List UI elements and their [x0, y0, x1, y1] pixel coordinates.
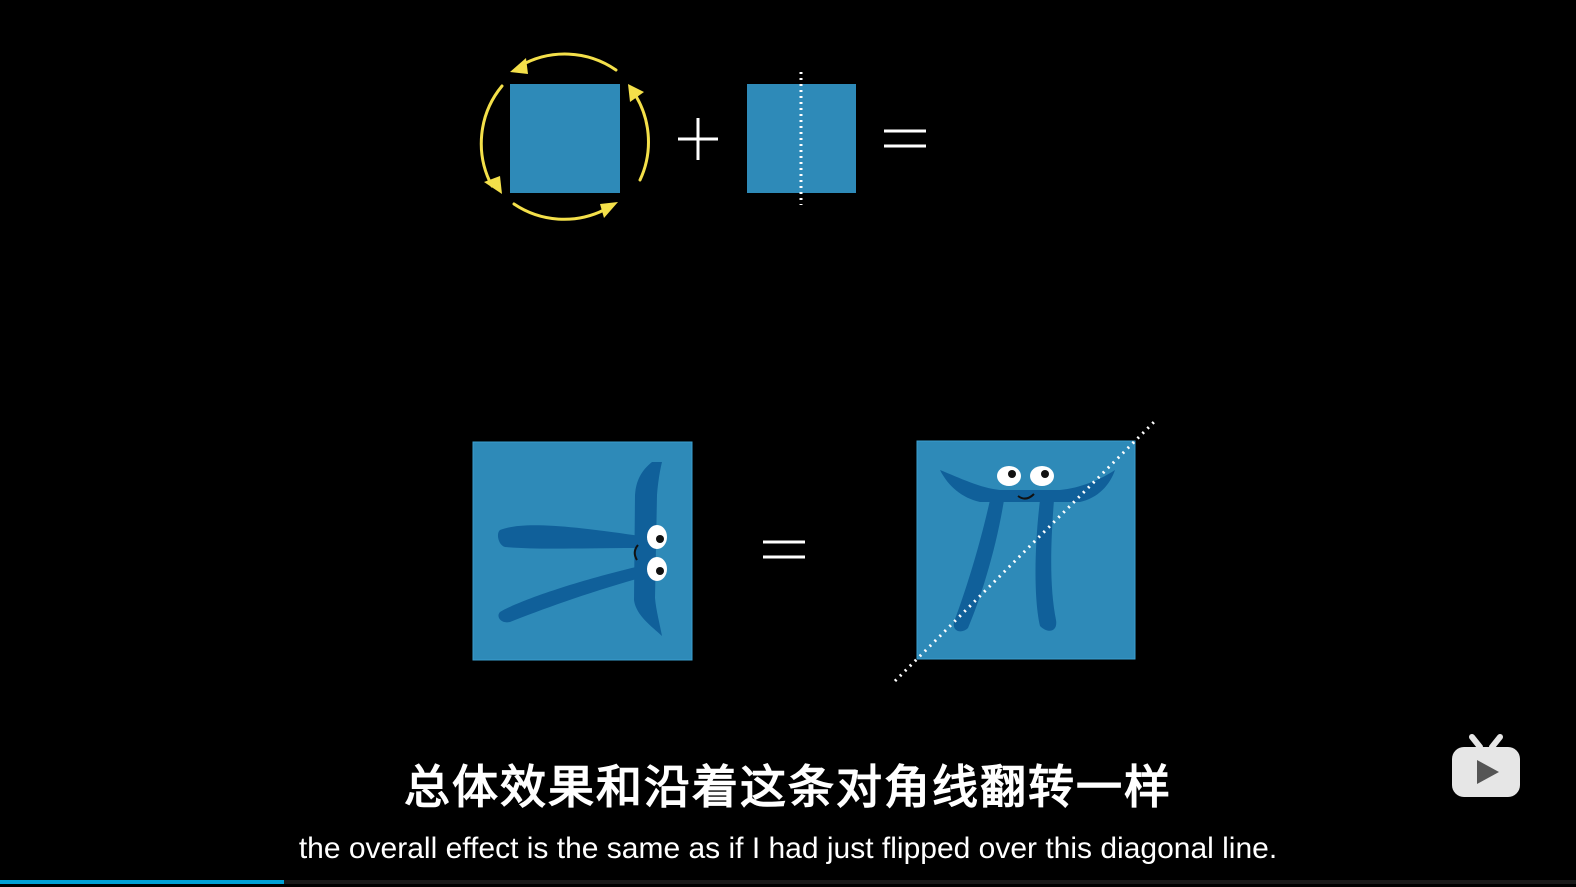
video-progress-fill — [0, 880, 284, 884]
rotate-arrows-icon — [479, 52, 650, 221]
flipped-square-group — [747, 72, 856, 205]
equals-sign-top — [884, 129, 926, 148]
video-progress-bar[interactable] — [0, 880, 1576, 884]
diagonal-dotted-line — [893, 417, 1159, 683]
pi-character-rotated — [497, 462, 662, 636]
equals-sign-bottom — [763, 540, 805, 559]
rotated-square — [510, 84, 620, 193]
pi-character-upright — [940, 470, 1115, 632]
upright-pi-square — [893, 417, 1159, 683]
rotation-square-group — [479, 52, 650, 221]
plus-sign — [678, 118, 718, 160]
pi-eyes-right — [997, 466, 1054, 500]
rotated-pi-square — [472, 441, 693, 661]
pi-eyes-left — [633, 525, 667, 581]
rotate-arrowheads — [484, 58, 644, 218]
bilibili-tv-icon — [1452, 734, 1520, 797]
subtitle-english: the overall effect is the same as if I h… — [298, 832, 1278, 865]
subtitle-chinese: 总体效果和沿着这条对角线翻转一样 — [404, 760, 1172, 814]
